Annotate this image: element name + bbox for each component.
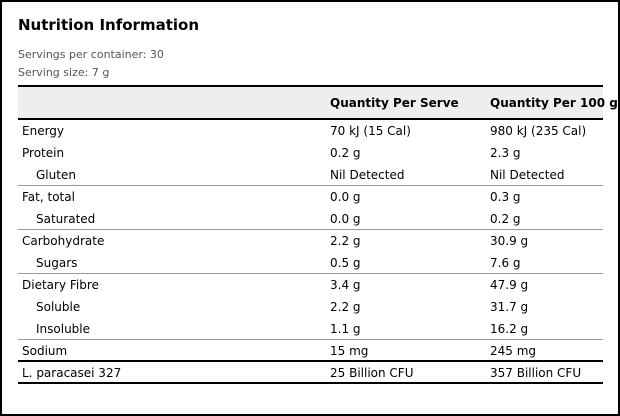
row-per-serve: 0.2 g	[330, 146, 361, 160]
row-per-serve: 0.5 g	[330, 256, 361, 270]
row-name: Protein	[22, 146, 65, 160]
table-row: Sugars 0.5 g 7.6 g	[18, 252, 603, 274]
row-per-serve: 0.0 g	[330, 190, 361, 204]
table-row: Soluble 2.2 g 31.7 g	[18, 296, 603, 318]
row-name: Soluble	[36, 300, 81, 314]
row-per-serve: 3.4 g	[330, 278, 361, 292]
row-name: Sugars	[36, 256, 78, 270]
table-row: Protein 0.2 g 2.3 g	[18, 142, 603, 164]
row-per-serve: 0.0 g	[330, 212, 361, 226]
table-row: L. paracasei 327 25 Billion CFU 357 Bill…	[18, 362, 603, 384]
row-per-100g: 0.2 g	[490, 212, 521, 226]
row-per-serve: 25 Billion CFU	[330, 366, 414, 380]
serving-size: Serving size: 7 g	[18, 66, 110, 79]
row-per-serve: 1.1 g	[330, 322, 361, 336]
row-per-serve: Nil Detected	[330, 168, 405, 182]
servings-per-container: Servings per container: 30	[18, 48, 164, 61]
table-header: Quantity Per Serve Quantity Per 100 g	[18, 87, 618, 120]
row-per-100g: Nil Detected	[490, 168, 565, 182]
row-per-serve: 15 mg	[330, 344, 369, 358]
panel-title: Nutrition Information	[18, 16, 199, 34]
table-row: Carbohydrate 2.2 g 30.9 g	[18, 230, 603, 252]
row-per-100g: 30.9 g	[490, 234, 529, 248]
row-per-serve: 70 kJ (15 Cal)	[330, 124, 411, 138]
row-name: Carbohydrate	[22, 234, 105, 248]
row-name: Insoluble	[36, 322, 91, 336]
row-per-100g: 47.9 g	[490, 278, 529, 292]
table-row: Insoluble 1.1 g 16.2 g	[18, 318, 603, 340]
row-name: L. paracasei 327	[22, 366, 122, 380]
row-per-100g: 7.6 g	[490, 256, 521, 270]
table-row: Fat, total 0.0 g 0.3 g	[18, 186, 603, 208]
table-top-rule	[18, 85, 603, 87]
table-row: Sodium 15 mg 245 mg	[18, 340, 603, 362]
row-per-100g: 980 kJ (235 Cal)	[490, 124, 587, 138]
header-per-100g: Quantity Per 100 g	[490, 96, 618, 110]
row-per-100g: 0.3 g	[490, 190, 521, 204]
row-per-100g: 245 mg	[490, 344, 537, 358]
nutrition-table: Quantity Per Serve Quantity Per 100 g En…	[18, 85, 618, 384]
row-name: Dietary Fibre	[22, 278, 99, 292]
row-name: Saturated	[36, 212, 96, 226]
row-per-100g: 31.7 g	[490, 300, 529, 314]
table-row: Dietary Fibre 3.4 g 47.9 g	[18, 274, 603, 296]
row-per-100g: 357 Billion CFU	[490, 366, 582, 380]
row-per-100g: 2.3 g	[490, 146, 521, 160]
table-row: Saturated 0.0 g 0.2 g	[18, 208, 603, 230]
row-per-serve: 2.2 g	[330, 300, 361, 314]
row-name: Gluten	[36, 168, 76, 182]
row-name: Energy	[22, 124, 65, 138]
table-row: Energy 70 kJ (15 Cal) 980 kJ (235 Cal)	[18, 120, 603, 142]
row-per-serve: 2.2 g	[330, 234, 361, 248]
row-name: Sodium	[22, 344, 68, 358]
row-per-100g: 16.2 g	[490, 322, 529, 336]
row-name: Fat, total	[22, 190, 75, 204]
header-per-serve: Quantity Per Serve	[330, 96, 459, 110]
table-row: Gluten Nil Detected Nil Detected	[18, 164, 603, 186]
